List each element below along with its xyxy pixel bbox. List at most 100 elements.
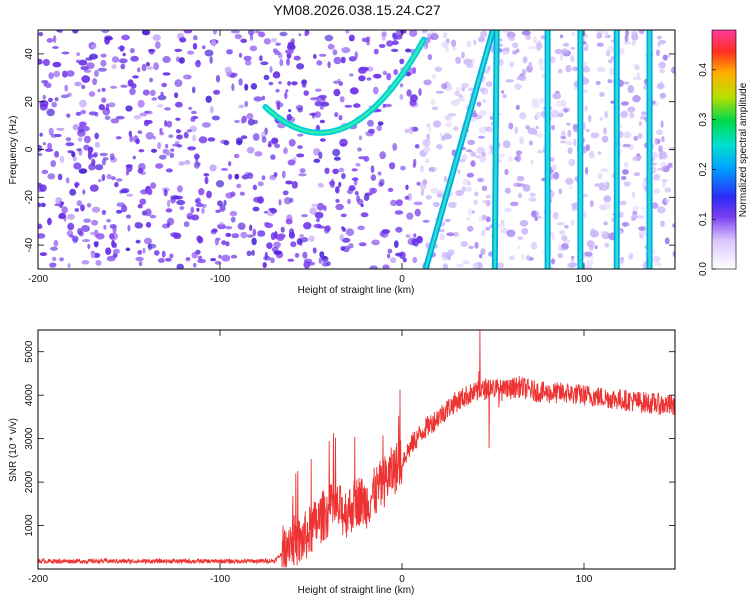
- spectrogram-cell: [176, 263, 184, 269]
- spectrogram-cell: [74, 183, 79, 189]
- spectrogram-cell: [237, 222, 246, 230]
- spectrogram-cell: [316, 225, 326, 229]
- spectrogram-cell: [252, 119, 258, 125]
- spectrogram-cell: [366, 39, 371, 46]
- spectrogram-cell: [381, 33, 386, 41]
- spectrogram-cell: [169, 152, 175, 159]
- spectrogram-cell: [126, 193, 133, 197]
- spectrogram-cell: [142, 89, 150, 96]
- spectrogram-cell: [45, 82, 52, 89]
- spectrogram-cell: [470, 160, 476, 167]
- spectrogram-cell: [296, 238, 303, 245]
- spectrogram-cell: [404, 195, 410, 200]
- spectrogram-cell: [240, 38, 247, 43]
- spectrogram-cell: [657, 42, 661, 47]
- spectrogram-cell: [130, 55, 139, 62]
- spectrogram-cell: [386, 40, 394, 47]
- spectrogram-cell: [231, 233, 240, 239]
- spectrogram-cell: [638, 230, 645, 235]
- spectrogram-cell: [512, 50, 517, 55]
- spectrogram-cell: [252, 184, 258, 191]
- spectrogram-cell: [319, 119, 325, 124]
- spectrogram-cell: [516, 175, 525, 182]
- spectrogram-cell: [48, 97, 53, 103]
- spectrogram-cell: [60, 201, 65, 205]
- spectrogram-cell: [297, 107, 303, 113]
- spectrogram-cell: [52, 61, 62, 68]
- spectrogram-cell: [176, 134, 183, 140]
- spectrogram-cell: [116, 178, 123, 182]
- spectrogram-cell: [269, 175, 277, 181]
- colorbar-frame: [711, 29, 737, 270]
- colorbar-label: Normalized spectral amplitude: [738, 82, 749, 217]
- spectrogram-cell: [146, 110, 153, 115]
- spectrogram-cell: [584, 264, 593, 269]
- spectrogram-cell: [631, 40, 636, 46]
- spectrogram-cell: [219, 221, 225, 226]
- spectrogram-cell: [509, 255, 515, 261]
- spectrogram-cell: [610, 56, 615, 61]
- spectrogram-cell: [176, 185, 183, 193]
- spectrogram-cell: [103, 224, 107, 230]
- spectrogram-cell: [184, 74, 188, 80]
- spectrogram-cell: [38, 144, 43, 152]
- spectrogram-cell: [137, 203, 143, 209]
- spectrogram-cell: [132, 155, 136, 160]
- spectrogram-cell: [481, 151, 486, 157]
- spectrogram-cell: [502, 30, 510, 34]
- spectrogram-cell: [125, 105, 133, 112]
- spectrogram-x-label: Height of straight line (km): [298, 285, 415, 296]
- spectrogram-cell: [147, 243, 157, 249]
- spectrogram-cell: [505, 79, 514, 83]
- spectrogram-cell: [568, 158, 572, 167]
- spectrogram-cell: [594, 245, 598, 250]
- spectrogram-cell: [225, 192, 234, 199]
- spectrogram-cell: [473, 199, 479, 206]
- spectrogram-cell: [462, 178, 471, 186]
- spectrogram-cell: [135, 222, 142, 226]
- spectrogram-cell: [168, 134, 174, 138]
- spectrogram-cell: [422, 219, 430, 223]
- spectrogram-cell: [67, 222, 75, 231]
- spectrogram-cell: [341, 47, 351, 54]
- spectrogram-cell: [481, 185, 488, 191]
- spectrogram-cell: [363, 194, 370, 201]
- spectrogram-cell: [379, 151, 387, 160]
- spectrogram-cell: [370, 165, 375, 173]
- spectrogram-cell: [323, 225, 330, 234]
- spectrogram-cell: [371, 239, 380, 246]
- spectrogram-cell: [183, 30, 193, 34]
- spectrogram-cell: [340, 56, 346, 64]
- spectrogram-cell: [90, 231, 94, 236]
- spectrogram-cell: [338, 81, 343, 86]
- spectrogram-cell: [567, 147, 573, 155]
- spectrogram-cell: [137, 99, 145, 108]
- spectrogram-cell: [587, 114, 592, 123]
- spectrogram-cell: [209, 105, 214, 114]
- spectrogram-cell: [49, 262, 57, 268]
- spectrogram-cell: [165, 208, 173, 213]
- x-tick-label: 0: [399, 274, 405, 285]
- spectrogram-cell: [603, 127, 607, 135]
- spectrogram-cell: [595, 80, 601, 86]
- spectrogram-cell: [223, 199, 227, 206]
- spectrogram-cell: [432, 73, 436, 80]
- colorbar: 0.0 0.1 0.2 0.3 0.4 Normalized spectral ampl…: [698, 29, 749, 276]
- spectrogram-cell: [327, 61, 331, 69]
- spectrogram-cell: [425, 158, 430, 164]
- spectrogram-cell: [287, 159, 296, 166]
- spectrogram-cell: [261, 136, 267, 143]
- y-tick-label: -40: [24, 237, 35, 252]
- spectrogram-cell: [482, 99, 487, 103]
- spectrogram-cell: [409, 94, 418, 103]
- spectrogram-cell: [623, 41, 631, 45]
- colorbar-tick-label: 0.3: [698, 112, 709, 126]
- spectrogram-cell: [567, 129, 572, 138]
- spectrogram-cell: [564, 224, 569, 229]
- spectrogram-cell: [38, 225, 43, 229]
- spectrogram-cell: [234, 119, 240, 124]
- spectrogram-cell: [175, 129, 181, 134]
- spectrogram-cell: [475, 155, 482, 159]
- spectrogram-cell: [571, 205, 578, 212]
